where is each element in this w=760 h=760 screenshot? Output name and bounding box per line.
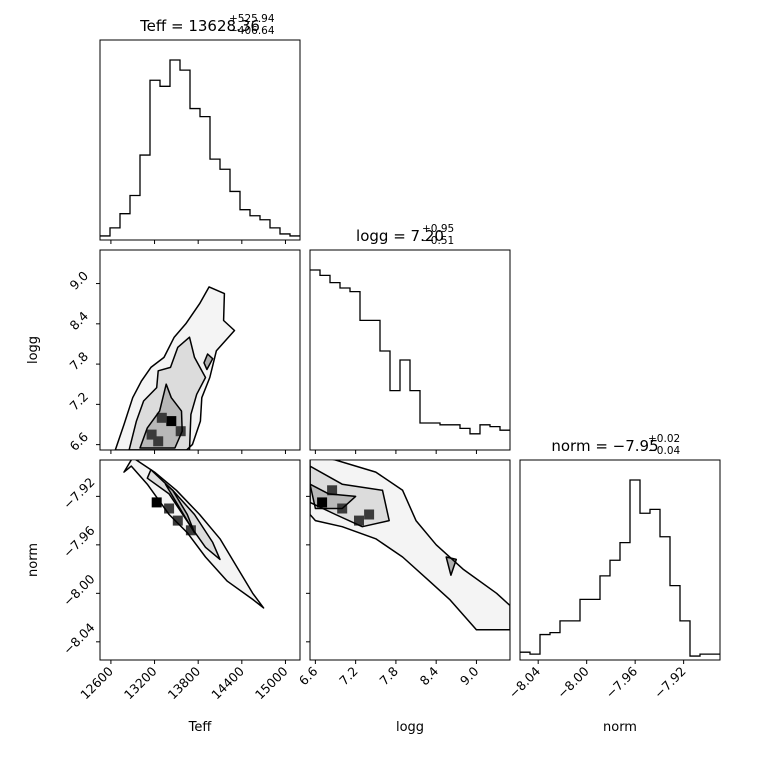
tick-label-norm: −7.92 — [60, 474, 98, 512]
title-logg-lower: −0.51 — [422, 235, 454, 247]
tick-label-logg: 7.8 — [376, 663, 401, 688]
tick-label-logg: 7.2 — [336, 664, 361, 689]
panel-logg-norm — [309, 459, 511, 661]
density-peak-cell — [354, 515, 364, 526]
hist-teff — [100, 59, 300, 237]
tick-label-logg: 8.4 — [417, 663, 442, 688]
title-teff: Teff = 13628.36 — [139, 17, 260, 35]
density-peak-cell — [327, 485, 338, 496]
tick-label-norm: −7.92 — [651, 664, 689, 702]
contour-line — [128, 336, 207, 450]
title-norm-upper: +0.02 — [648, 433, 680, 445]
tick-label-teff: 12600 — [77, 663, 116, 702]
hist-norm — [520, 479, 720, 657]
tick-label-logg: 7.2 — [66, 389, 91, 414]
tick-label-logg: 7.8 — [66, 349, 91, 374]
contour-line — [203, 353, 214, 371]
density-fill — [115, 286, 235, 450]
contour-line — [310, 460, 510, 631]
tick-label-teff: 15000 — [252, 663, 291, 702]
panel-teff-hist — [99, 39, 301, 241]
tick-label-teff: 14400 — [208, 663, 247, 702]
xlabel-teff: Teff — [188, 720, 213, 735]
density-peak-cell — [164, 503, 175, 514]
tick-label-norm: −7.96 — [60, 523, 98, 561]
hist-logg — [310, 269, 510, 435]
panel-teff-norm — [99, 459, 301, 661]
tick-label-teff: 13800 — [165, 663, 204, 702]
tick-label-norm: −8.00 — [554, 663, 592, 701]
title-norm-errors: +0.02 −0.04 — [648, 433, 680, 457]
hist-step-teff — [100, 59, 300, 237]
density-peak-cell — [364, 509, 375, 520]
density-peak-cell — [175, 426, 186, 437]
density-teff_norm — [123, 460, 265, 609]
contour-line — [445, 556, 458, 576]
title-teff-errors: +525.94 −406.64 — [229, 13, 275, 37]
tick-label-teff: 13200 — [121, 663, 160, 702]
contour-line — [310, 483, 357, 510]
tick-label-norm: −8.04 — [506, 663, 544, 701]
ylabel-norm: norm — [26, 543, 41, 577]
contour-line — [164, 483, 196, 534]
density-peak-cell — [166, 416, 177, 427]
density-fill — [129, 337, 206, 450]
title-logg-errors: +0.95 −0.51 — [422, 223, 454, 247]
contour-line — [139, 383, 183, 449]
xlabel-norm: norm — [603, 720, 637, 735]
ylabel-logg: logg — [26, 336, 41, 364]
contour-line — [114, 286, 236, 450]
panel-logg-hist — [309, 249, 511, 451]
panel-norm-hist — [519, 459, 721, 661]
density-teff_logg — [114, 286, 236, 450]
tick-label-norm: −7.96 — [603, 663, 641, 701]
title-logg-upper: +0.95 — [422, 223, 454, 235]
panel-teff-logg — [99, 249, 301, 451]
density-peak-cell — [317, 497, 328, 508]
density-peak-cell — [153, 436, 164, 447]
title-teff-upper: +525.94 — [229, 13, 275, 25]
density-logg_norm — [310, 460, 510, 631]
tick-label-logg: 6.6 — [66, 429, 91, 454]
tick-label-norm: −8.00 — [60, 571, 98, 609]
title-norm-lower: −0.04 — [648, 445, 680, 457]
hist-step-norm — [520, 479, 720, 657]
title-teff-lower: −406.64 — [229, 25, 275, 37]
tick-label-norm: −8.04 — [60, 620, 98, 658]
density-peak-cell — [156, 412, 167, 423]
xlabel-logg: logg — [396, 720, 424, 735]
density-peak-cell — [151, 497, 162, 508]
tick-label-logg: 8.4 — [66, 308, 91, 333]
contour-line — [123, 460, 265, 609]
hist-step-logg — [310, 269, 510, 435]
density-peak-cell — [185, 525, 196, 536]
tick-label-logg: 6.6 — [296, 663, 321, 688]
contour-line — [146, 468, 221, 561]
title-norm: norm = −7.95 — [551, 437, 658, 455]
tick-label-logg: 9.0 — [66, 268, 91, 293]
title-logg: logg = 7.20 — [356, 227, 444, 245]
density-peak-cell — [146, 429, 157, 440]
tick-label-logg: 9.0 — [457, 663, 482, 688]
density-peak-cell — [172, 515, 183, 526]
density-fill — [310, 460, 510, 630]
